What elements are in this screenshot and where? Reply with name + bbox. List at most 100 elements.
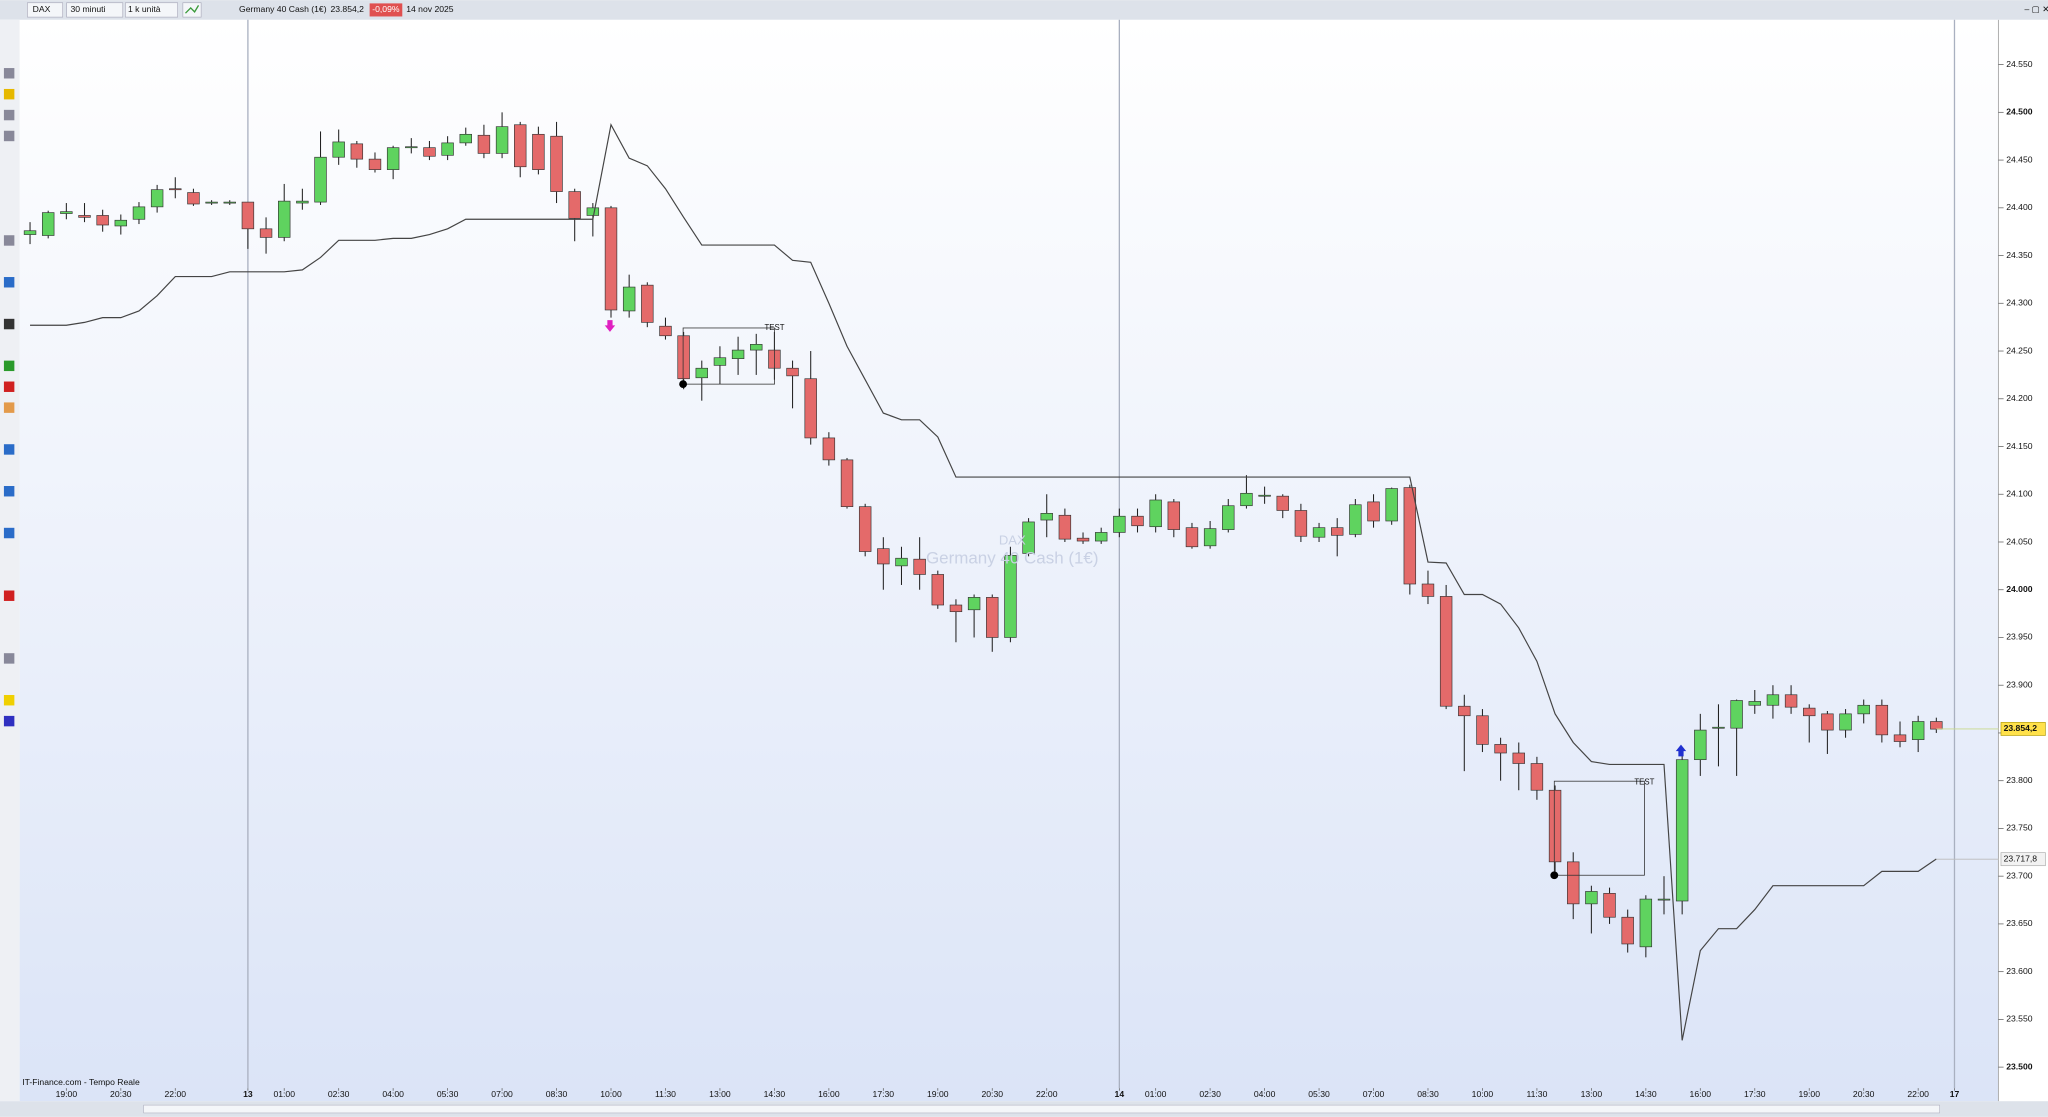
size-dropdown[interactable]	[125, 2, 178, 18]
x-tick-label: 07:00	[491, 1089, 513, 1099]
y-tick-label: 23.950	[2006, 632, 2033, 642]
candle-body	[1276, 495, 1289, 511]
tool-icon[interactable]	[3, 68, 15, 79]
candle-body	[586, 207, 600, 216]
window-controls[interactable]: – ▢ ✕	[2024, 4, 2048, 14]
candle-body	[1603, 893, 1616, 918]
size[interactable]: 1 k unità	[128, 4, 161, 14]
tool-icon[interactable]	[3, 715, 15, 727]
scrollbar[interactable]	[143, 1104, 1940, 1114]
candle-body	[677, 335, 690, 380]
candle-body	[205, 201, 218, 204]
anchor-dot[interactable]	[1550, 871, 1559, 880]
candle-body	[423, 147, 436, 157]
tool-icon[interactable]	[3, 402, 15, 413]
candle-body	[895, 557, 908, 567]
candle-body	[1639, 898, 1653, 948]
price-tag-label: 23.854,2	[2004, 723, 2038, 733]
day-label: 14	[1115, 1089, 1125, 1099]
candle-body	[60, 211, 73, 214]
tool-icon[interactable]	[3, 318, 15, 330]
candle-body	[1403, 487, 1417, 585]
candle-body	[350, 143, 364, 160]
price-tag	[2000, 722, 2046, 736]
candle-body	[931, 574, 944, 606]
price-axis-panel	[1998, 19, 2048, 1102]
symbol-dropdown[interactable]	[27, 2, 64, 18]
price-tag	[2000, 852, 2046, 867]
x-tick-label: 13:00	[709, 1089, 731, 1099]
y-tick-label: 24.050	[2006, 536, 2033, 546]
candle-body	[1784, 694, 1798, 708]
candle-body	[114, 219, 128, 227]
candle-body	[1839, 713, 1852, 731]
x-tick-label: 10:00	[1472, 1089, 1494, 1099]
timeframe-dropdown[interactable]	[66, 2, 124, 18]
price-tag-label: 23.717,8	[2004, 853, 2038, 863]
candle-body	[1185, 527, 1199, 548]
x-tick-label: 01:00	[273, 1089, 295, 1099]
x-tick-label: 19:00	[927, 1089, 949, 1099]
candle-body	[1331, 527, 1344, 536]
x-tick-label: 10:00	[600, 1089, 622, 1099]
candle-body	[1857, 704, 1870, 715]
tool-icon[interactable]	[3, 88, 15, 100]
x-tick-label: 20:30	[110, 1089, 132, 1099]
top-toolbar	[0, 0, 2048, 20]
candle-body	[731, 349, 745, 360]
day-label: 17	[1950, 1089, 1960, 1099]
tool-icon[interactable]	[3, 360, 15, 372]
candle-body	[1930, 721, 1943, 730]
candle-body	[1621, 916, 1634, 945]
candle-body	[1458, 705, 1471, 717]
candle-body	[1040, 513, 1053, 521]
trailing-line	[30, 123, 1937, 1041]
test-box[interactable]	[1553, 780, 1645, 876]
candle-body	[550, 135, 563, 192]
x-tick-label: 17:30	[873, 1089, 895, 1099]
candle-body	[804, 378, 817, 439]
buy-arrow	[1675, 744, 1687, 757]
candle-body	[1058, 514, 1072, 540]
tool-icon[interactable]	[3, 590, 15, 601]
y-tick-label: 24.000	[2006, 584, 2033, 594]
tool-icon[interactable]	[3, 444, 15, 455]
tool-icon[interactable]	[3, 486, 15, 497]
symbol[interactable]: DAX	[33, 4, 51, 14]
y-tick-label: 24.400	[2006, 202, 2033, 212]
tool-icon[interactable]	[3, 653, 15, 664]
y-tick-label: 24.350	[2006, 250, 2033, 260]
candle-body	[1512, 752, 1525, 764]
candle-body	[949, 604, 963, 613]
timeframe[interactable]: 30 minuti	[71, 4, 106, 14]
x-tick-label: 11:30	[655, 1089, 676, 1099]
candle-body	[1312, 527, 1326, 538]
watermark: Germany 40 Cash (1€)	[926, 549, 1099, 568]
x-tick-label: 07:00	[1363, 1089, 1385, 1099]
tool-icon[interactable]	[3, 109, 15, 121]
candle-body	[23, 230, 37, 235]
candle-body	[132, 206, 146, 220]
tool-icon[interactable]	[3, 130, 15, 142]
candle-body	[1131, 515, 1144, 527]
candle-body	[913, 558, 926, 575]
tool-icon[interactable]	[3, 527, 15, 539]
x-tick-label: 08:30	[546, 1089, 568, 1099]
date: 14 nov 2025	[406, 4, 454, 14]
x-tick-label: 05:30	[437, 1089, 459, 1099]
test-box[interactable]	[682, 327, 775, 385]
tool-icon[interactable]	[3, 381, 15, 392]
candle-body	[1421, 583, 1435, 597]
tool-icon[interactable]	[3, 694, 15, 706]
x-tick-label: 02:30	[328, 1089, 350, 1099]
candle-body	[1294, 510, 1308, 537]
drawing-tools	[3, 68, 15, 727]
candle-body	[169, 188, 182, 191]
instrument: Germany 40 Cash (1€)	[239, 4, 327, 14]
candle-body	[1712, 726, 1725, 729]
candle-body	[477, 134, 491, 154]
anchor-dot[interactable]	[679, 380, 688, 389]
candle-body	[659, 325, 672, 337]
tool-icon[interactable]	[3, 277, 15, 288]
tool-icon[interactable]	[3, 235, 15, 246]
